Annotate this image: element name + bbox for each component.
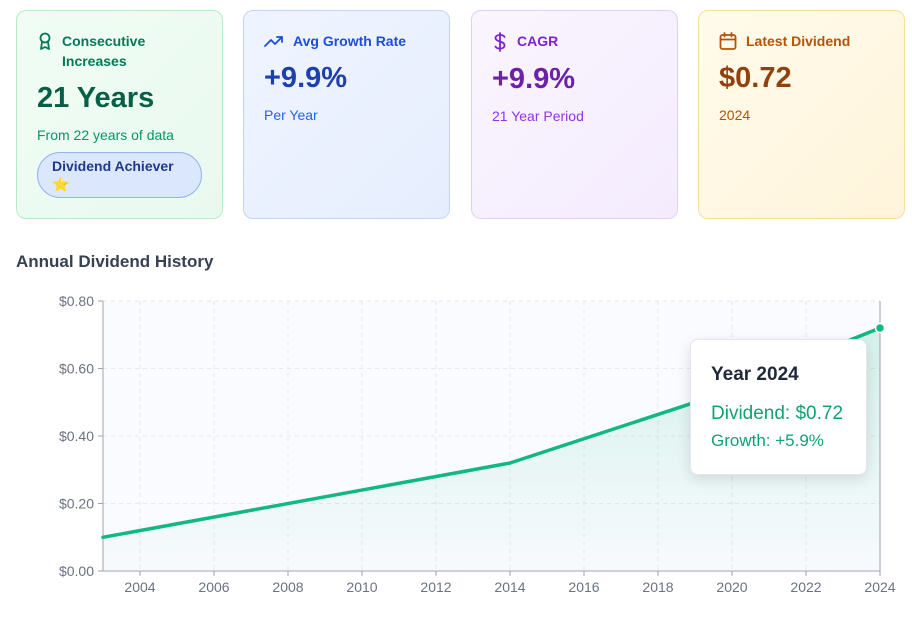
- tooltip-year: Year 2024: [711, 364, 799, 385]
- chart-title: Annual Dividend History: [16, 252, 214, 271]
- series-area: [103, 328, 880, 571]
- chart-tooltip: Year 2024 Dividend: $0.72 Growth: +5.9%: [690, 339, 867, 475]
- avg-growth-rate-card: Avg Growth Rate +9.9% Per Year: [243, 10, 450, 219]
- x-tick-label: 2024: [864, 579, 895, 595]
- calendar-icon: [719, 32, 737, 50]
- x-tick-label: 2012: [420, 579, 451, 595]
- y-tick-label: $0.60: [59, 361, 94, 377]
- x-tick-label: 2004: [124, 579, 155, 595]
- x-tick-label: 2018: [642, 579, 673, 595]
- x-tick-label: 2020: [716, 579, 747, 595]
- dollar-icon: [494, 32, 506, 52]
- consecutive-increases-card: Consecutive Increases 21 Years From 22 y…: [16, 10, 223, 219]
- card-header: Latest Dividend: [719, 31, 884, 51]
- award-icon: [39, 32, 51, 50]
- y-tick-label: $0.20: [59, 496, 94, 512]
- x-tick-label: 2006: [198, 579, 229, 595]
- x-tick-label: 2014: [494, 579, 525, 595]
- badge-label: Dividend Achiever: [52, 158, 174, 174]
- star-icon: ⭐: [52, 176, 70, 192]
- x-tick-label: 2010: [346, 579, 377, 595]
- tooltip-growth: Growth: +5.9%: [711, 431, 824, 450]
- x-tick-label: 2008: [272, 579, 303, 595]
- card-value: +9.9%: [492, 63, 576, 95]
- y-tick-label: $0.00: [59, 563, 94, 579]
- tick-labels: $0.00 $0.20 $0.40 $0.60 $0.80 2004 2006 2008 201…: [59, 293, 896, 595]
- card-subtext: 2024: [719, 107, 751, 123]
- latest-dividend-card: Latest Dividend $0.72 2024: [698, 10, 905, 219]
- card-value: $0.72: [719, 62, 792, 94]
- card-label: CAGR: [517, 33, 559, 49]
- card-header: Consecutive Increases: [37, 31, 202, 71]
- trending-up-icon: [264, 36, 283, 47]
- card-label: Avg Growth Rate: [293, 33, 407, 49]
- x-tick-label: 2016: [568, 579, 599, 595]
- card-subtext: 21 Year Period: [492, 108, 584, 124]
- dividend-achiever-badge: Dividend Achiever ⭐: [37, 152, 202, 198]
- y-tick-label: $0.40: [59, 428, 94, 444]
- card-label: Latest Dividend: [746, 33, 851, 49]
- highlight-point: [874, 322, 886, 334]
- card-subtext: From 22 years of data: [37, 127, 174, 143]
- card-header: Avg Growth Rate: [264, 31, 429, 51]
- x-tick-label: 2022: [790, 579, 821, 595]
- card-value: 21 Years: [37, 82, 155, 114]
- cagr-card: CAGR +9.9% 21 Year Period: [471, 10, 678, 219]
- card-header: CAGR: [492, 31, 657, 52]
- y-tick-label: $0.80: [59, 293, 94, 309]
- card-label: Consecutive Increases: [62, 33, 146, 69]
- tooltip-dividend: Dividend: $0.72: [711, 403, 844, 424]
- card-value: +9.9%: [264, 62, 348, 94]
- card-subtext: Per Year: [264, 107, 318, 123]
